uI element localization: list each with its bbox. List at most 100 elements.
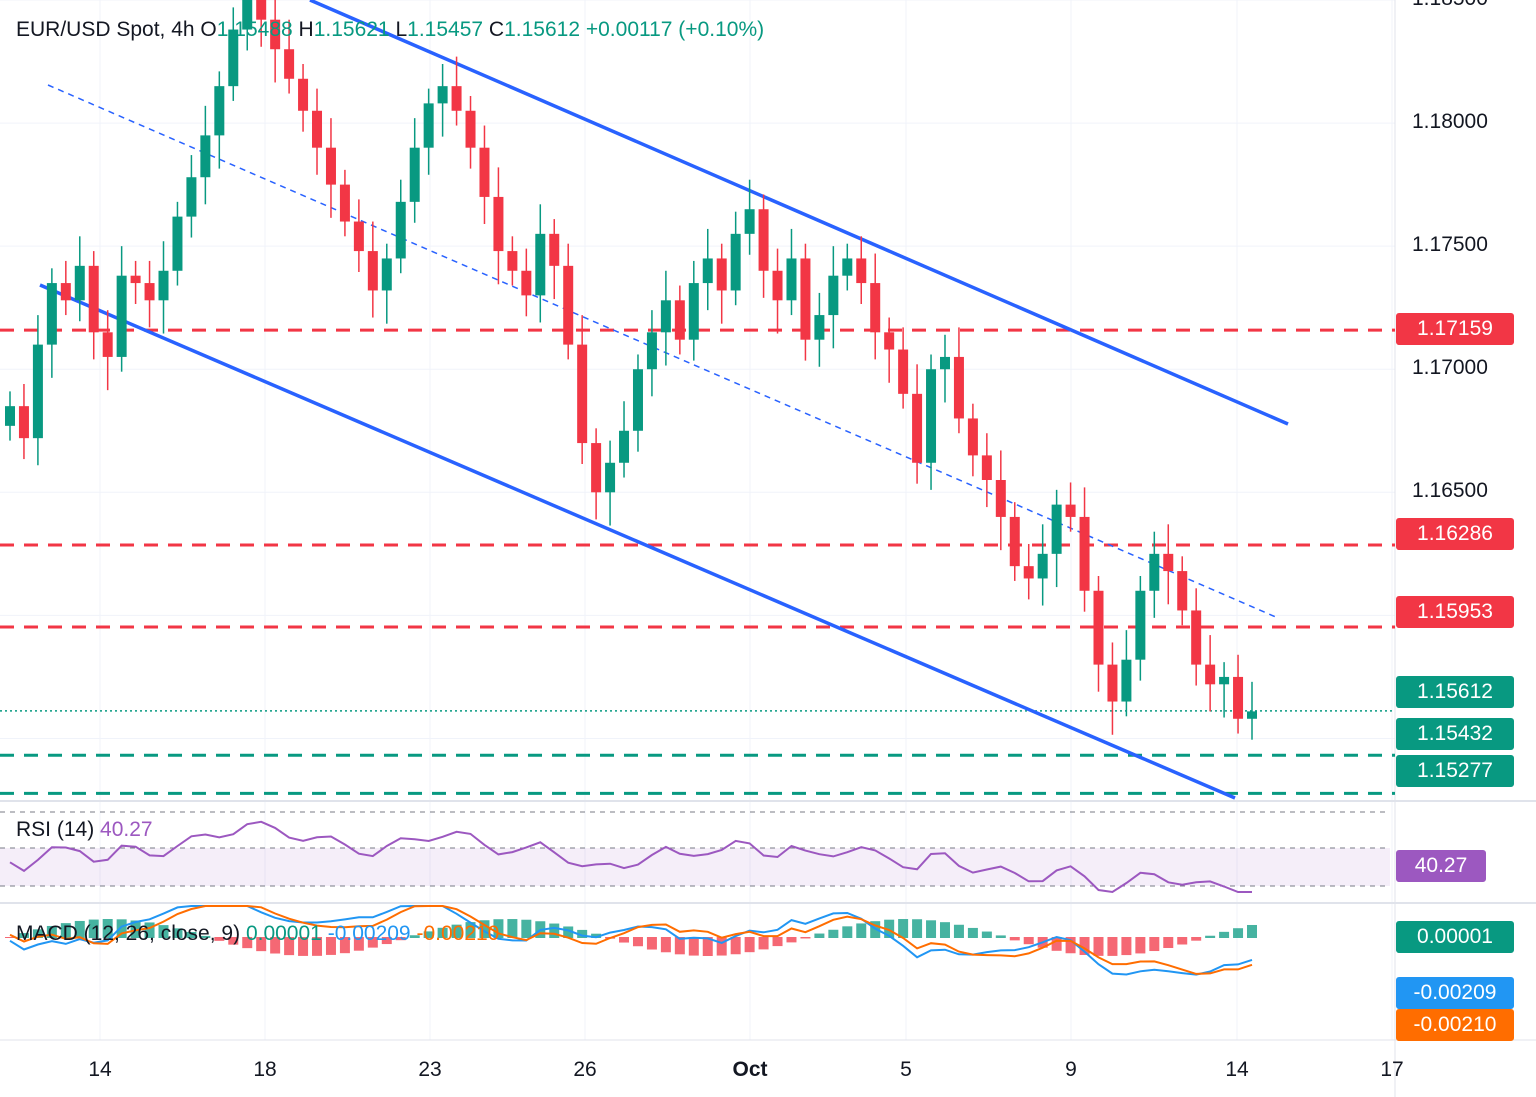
level-tag-5: 1.15277 [1396, 755, 1514, 787]
signal-line [9, 905, 1253, 975]
macd-hist-value: 0.00001 [245, 922, 322, 945]
candle-down [465, 110, 476, 148]
macd-histogram-bar [1135, 937, 1146, 954]
time-tick-label: 14 [88, 1058, 112, 1081]
macd-histogram-bar [688, 937, 699, 956]
macd-histogram-bar [800, 937, 811, 939]
candle-down [1009, 516, 1020, 567]
candle-down [563, 265, 574, 345]
candle-down [772, 270, 783, 301]
macd-histogram-bar [395, 937, 406, 941]
macd-histogram-bar [730, 937, 741, 955]
level-tag-2: 1.16286 [1396, 518, 1514, 550]
open-label: O [200, 18, 217, 41]
macd-histogram-bar [912, 919, 923, 938]
macd-histogram-bar [172, 928, 183, 938]
macd-histogram-bar [102, 919, 113, 938]
macd-histogram-bar [256, 937, 267, 952]
candle-up [158, 270, 169, 301]
rsi-value: 40.27 [100, 818, 153, 841]
candle-up [688, 283, 699, 340]
candle-up [74, 265, 85, 301]
macd-histogram-bar [1023, 937, 1034, 945]
candle-up [786, 258, 797, 301]
candle-down [18, 406, 29, 439]
candle-down [1093, 590, 1104, 665]
macd-histogram-bar [953, 924, 964, 938]
candle-down [521, 270, 532, 296]
candle-up [814, 315, 825, 340]
macd-histogram-bar [423, 931, 434, 938]
time-tick-label: 26 [573, 1058, 597, 1081]
macd-histogram-bar [1079, 937, 1090, 955]
macd-histogram-bar [158, 925, 169, 938]
macd-histogram-bar [1233, 928, 1244, 938]
candle-down [981, 455, 992, 480]
candle-down [298, 78, 309, 111]
candle-up [939, 356, 950, 370]
macd-histogram-bar [270, 937, 281, 954]
macd-histogram-bar [646, 937, 657, 950]
price-tick-label: 1.17500 [1412, 233, 1488, 257]
macd-histogram-bar [1205, 935, 1216, 938]
macd-histogram-bar [1107, 937, 1118, 956]
macd-histogram-bar [451, 924, 462, 938]
macd-histogram-bar [18, 933, 29, 938]
candle-down [325, 147, 336, 185]
macd-histogram-bar [46, 925, 57, 938]
symbol-label: EUR/USD Spot, 4h [16, 18, 195, 41]
macd-histogram-bar [702, 937, 713, 956]
candle-up [1135, 590, 1146, 660]
macd-line-value: -0.00209 [327, 922, 411, 945]
macd-histogram-bar [744, 937, 755, 953]
macd-histogram-bar [1219, 931, 1230, 938]
macd-histogram-bar [242, 937, 253, 949]
candle-down [1163, 553, 1174, 572]
macd-histogram-bar [74, 920, 85, 938]
macd-histogram-bar [1163, 937, 1174, 949]
candle-down [284, 49, 295, 79]
channel-mid-line [47, 84, 1279, 619]
candle-up [409, 147, 420, 202]
macd-histogram-bar [493, 919, 504, 938]
macd-histogram-bar [507, 919, 518, 938]
macd-histogram-bar [312, 937, 323, 956]
macd-histogram-bar [563, 926, 574, 938]
close-label: C [488, 18, 505, 41]
candle-up [1219, 676, 1230, 685]
current-price-tag: 1.15612 [1396, 676, 1514, 708]
candle-up [744, 209, 755, 234]
macd-signal-value: -0.00210 [416, 922, 500, 945]
macd-histogram-bar [144, 922, 155, 938]
candle-up [381, 258, 392, 291]
macd-histogram-bar [1093, 937, 1104, 956]
macd-histogram-bar [284, 937, 295, 956]
candle-up [32, 344, 43, 439]
rsi-band [0, 848, 1390, 886]
candle-up [1121, 659, 1132, 702]
macd-histogram-bar [214, 937, 225, 941]
horizontal-levels [0, 328, 1395, 795]
candle-down [870, 283, 881, 333]
macd-histogram-bar [381, 937, 392, 945]
candle-up [535, 233, 546, 296]
candle-up [395, 201, 406, 259]
candle-down [1177, 571, 1188, 611]
macd-label: MACD (12, 26, close, 9) [16, 922, 241, 945]
candle-down [507, 251, 518, 271]
macd-histogram-bar [437, 927, 448, 938]
change-value: +0.00117 (+0.10%) [585, 18, 765, 41]
macd-histogram-bar [521, 919, 532, 938]
time-tick-label: 14 [1225, 1058, 1249, 1081]
candle-down [270, 19, 281, 50]
level-tag-4: 1.15432 [1396, 718, 1514, 750]
macd-histogram-bar [856, 923, 867, 938]
macd-histogram-bar [1149, 937, 1160, 952]
high-value: 1.15621 [313, 18, 390, 41]
macd-histogram-bar [967, 927, 978, 938]
macd-histogram-bar [619, 937, 630, 943]
candle-down [912, 393, 923, 463]
candle-up [646, 332, 657, 370]
candle-up [116, 275, 127, 357]
candle-down [451, 86, 462, 111]
